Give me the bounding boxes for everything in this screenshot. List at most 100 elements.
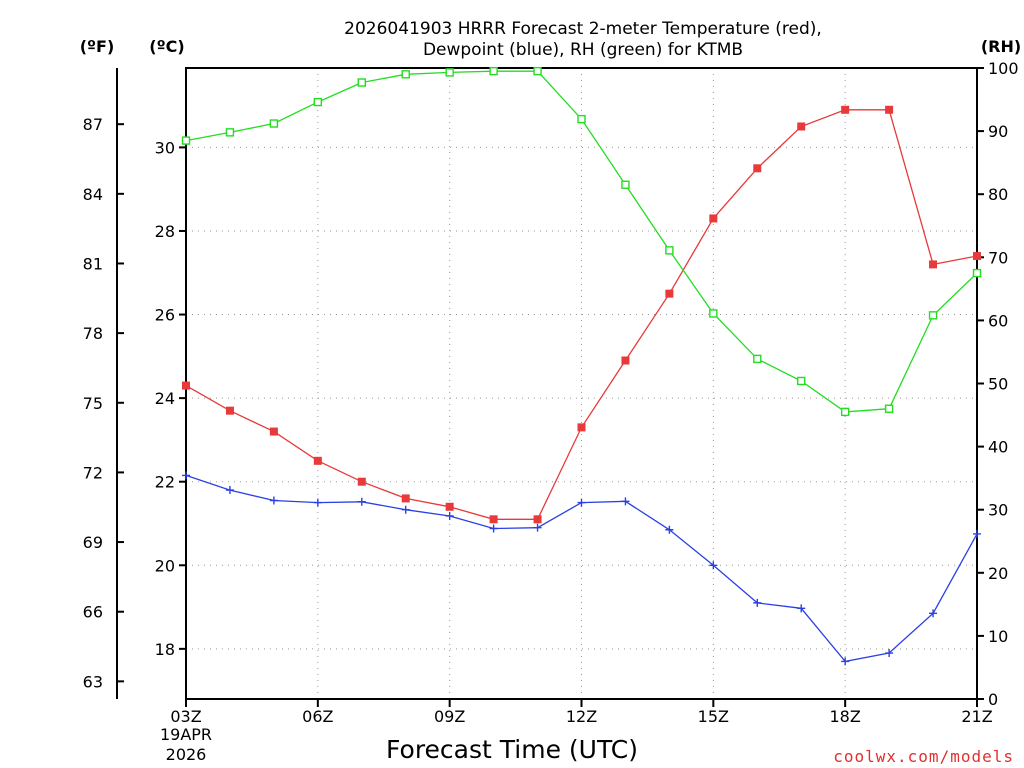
2-meter-temperature-point xyxy=(841,105,850,114)
2-meter-temperature-point xyxy=(973,252,981,261)
c-tick-label: 26 xyxy=(155,306,175,325)
x-date-label-line2: 2026 xyxy=(166,745,207,764)
rh-tick-label: 90 xyxy=(988,122,1008,141)
rh-point xyxy=(709,309,718,318)
plot-frame xyxy=(185,67,978,700)
dewpoint-point xyxy=(489,524,498,533)
2-meter-temperature-point xyxy=(533,515,542,524)
dewpoint-point xyxy=(401,505,410,514)
rh-tick-label: 20 xyxy=(988,564,1008,583)
dewpoint-point xyxy=(621,497,630,506)
f-tick-label: 84 xyxy=(83,185,103,204)
f-tick-label: 72 xyxy=(83,463,103,482)
dewpoint-point xyxy=(973,529,981,538)
rh-point xyxy=(313,97,323,107)
c-tick-label: 22 xyxy=(155,473,175,492)
dewpoint-point xyxy=(182,471,190,480)
axis-ticks: 03Z 06Z 09Z 12Z 15Z 18Z 21Z 18 20 22 24 26 28 30 63 66 6… xyxy=(83,59,1019,726)
2-meter-temperature-point xyxy=(357,477,366,486)
dewpoint-point xyxy=(841,657,850,666)
2-meter-temperature-point xyxy=(182,381,190,390)
c-tick-label: 24 xyxy=(155,389,175,408)
rh-point xyxy=(972,268,982,278)
rh-point xyxy=(840,407,850,417)
rh-tick-label: 60 xyxy=(988,311,1008,330)
2-meter-temperature-point xyxy=(621,356,630,365)
2-meter-temperature-point xyxy=(269,427,278,436)
rh-point xyxy=(445,68,454,77)
f-tick-label: 63 xyxy=(83,672,103,691)
chart-title-line1: 2026041903 HRRR Forecast 2-meter Tempera… xyxy=(344,19,822,39)
rh-point xyxy=(357,78,366,87)
f-tick-label: 87 xyxy=(83,115,103,134)
f-tick-label: 69 xyxy=(83,533,103,552)
rh-point xyxy=(269,119,279,128)
dewpoint-point xyxy=(533,523,542,532)
x-tick-label: 09Z xyxy=(434,707,465,726)
rh-tick-label: 80 xyxy=(988,185,1008,204)
c-tick-label: 18 xyxy=(155,640,175,659)
data-series xyxy=(181,66,982,666)
x-axis-title: Forecast Time (UTC) xyxy=(386,735,638,764)
x-tick-label: 18Z xyxy=(830,707,861,726)
credit-watermark: coolwx.com/models xyxy=(833,747,1014,766)
c-tick-label: 20 xyxy=(155,556,175,575)
chart-title-line2: Dewpoint (blue), RH (green) for KTMB xyxy=(423,40,743,60)
dewpoint-point xyxy=(357,497,366,506)
grid-lines xyxy=(186,68,977,699)
x-tick-label: 12Z xyxy=(566,707,597,726)
dewpoint-point xyxy=(709,561,718,570)
x-tick-label: 21Z xyxy=(961,707,992,726)
dewpoint-point xyxy=(885,649,894,658)
f-tick-label: 75 xyxy=(83,394,103,413)
rh-point xyxy=(489,66,498,76)
2-meter-temperature-point xyxy=(665,289,674,298)
dewpoint-point xyxy=(929,609,938,618)
f-tick-label: 78 xyxy=(83,324,103,343)
2-meter-temperature-point xyxy=(489,515,498,524)
rh-point xyxy=(621,180,630,189)
rh-tick-label: 30 xyxy=(988,501,1008,520)
rh-point xyxy=(577,114,586,124)
dewpoint-point xyxy=(269,496,278,505)
dewpoint-point xyxy=(313,498,322,507)
dewpoint-point xyxy=(445,511,454,520)
dewpoint-point xyxy=(225,486,234,495)
f-tick-label: 81 xyxy=(83,254,103,273)
f-tick-label: 66 xyxy=(83,603,103,622)
2-meter-temperature-point xyxy=(753,164,762,173)
c-tick-label: 30 xyxy=(155,138,175,157)
2-meter-temperature-point xyxy=(401,494,410,503)
dewpoint-point xyxy=(665,525,674,534)
c-tick-label: 28 xyxy=(155,222,175,241)
2-meter-temperature-point xyxy=(709,214,718,223)
2-meter-temperature-point xyxy=(885,105,894,114)
rh-point xyxy=(884,404,894,413)
dewpoint-point xyxy=(577,498,586,507)
celsius-unit-label: (ºC) xyxy=(149,37,184,56)
rh-tick-label: 100 xyxy=(988,59,1019,78)
2-meter-temperature-point xyxy=(313,456,322,465)
rh-point xyxy=(401,70,410,79)
dewpoint-point xyxy=(797,604,806,613)
2-meter-temperature-point xyxy=(577,423,586,432)
rh-tick-label: 50 xyxy=(988,375,1008,394)
2-meter-temperature-point xyxy=(445,502,454,511)
rh-tick-label: 10 xyxy=(988,627,1008,646)
2-meter-temperature-point xyxy=(225,406,234,415)
rh-tick-label: 0 xyxy=(988,690,998,709)
rh-point xyxy=(225,128,235,137)
x-tick-label: 06Z xyxy=(302,707,333,726)
rh-point xyxy=(181,136,191,145)
rh-point xyxy=(928,311,938,320)
x-date-label-line1: 19APR xyxy=(160,725,212,744)
rh-tick-label: 40 xyxy=(988,438,1008,457)
rh-point xyxy=(533,66,542,76)
rh-point xyxy=(665,246,674,255)
dewpoint-point xyxy=(753,598,762,607)
2-meter-temperature-point xyxy=(797,122,806,131)
x-tick-label: 03Z xyxy=(170,707,201,726)
x-tick-label: 15Z xyxy=(698,707,729,726)
fahrenheit-unit-label: (ºF) xyxy=(80,37,115,56)
